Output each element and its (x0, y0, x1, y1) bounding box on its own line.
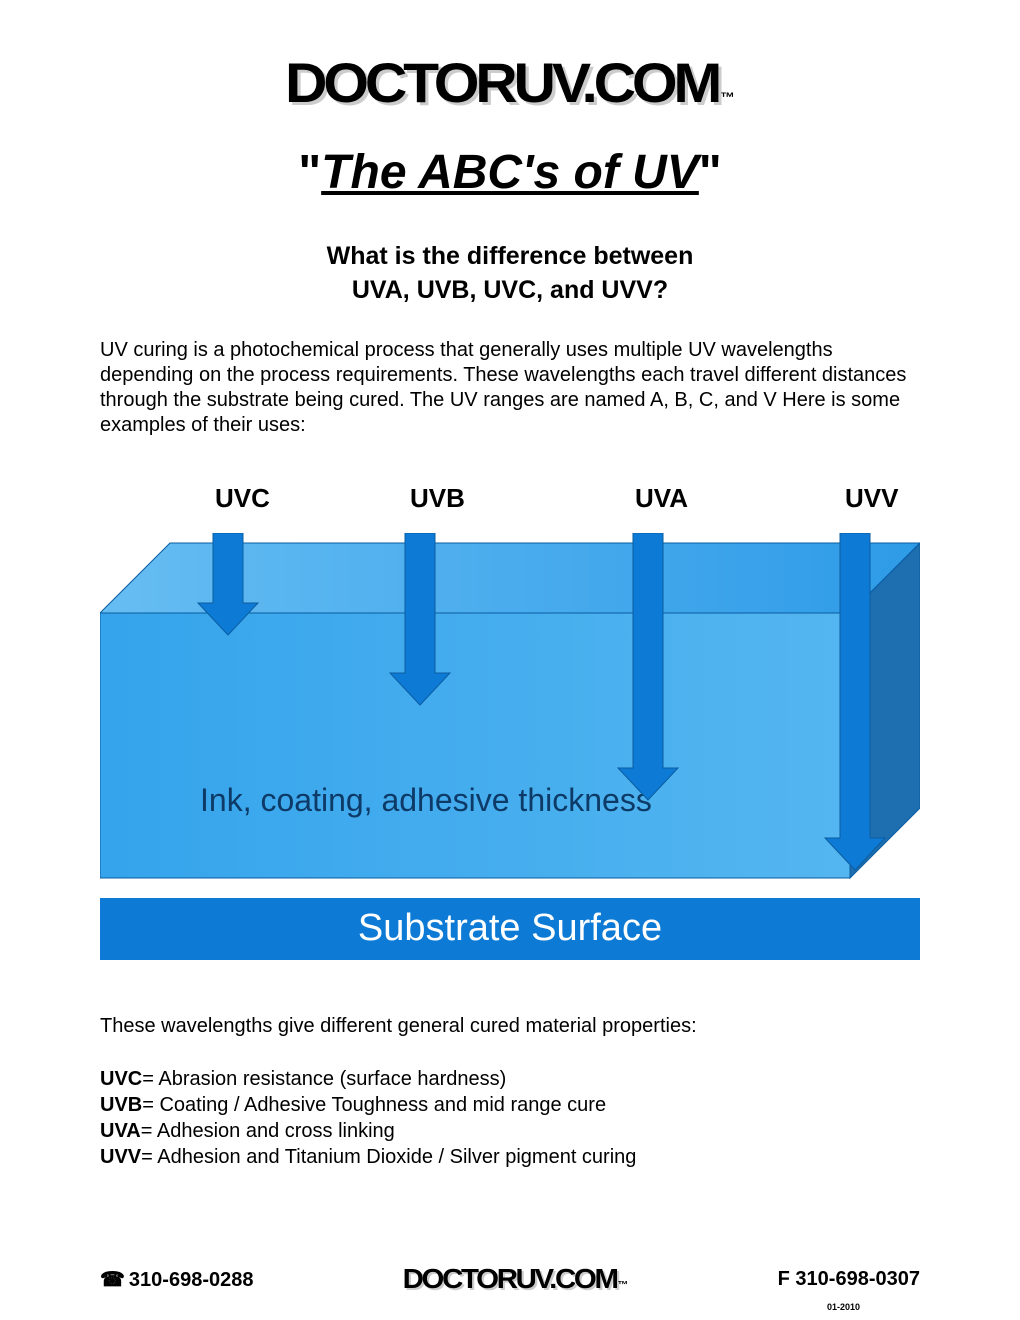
intro-paragraph: UV curing is a photochemical process tha… (100, 338, 920, 438)
prop-uva: UVA= Adhesion and cross linking (100, 1118, 920, 1144)
uv-label-uvb: UVB (410, 483, 465, 514)
page-footer: ☎310-698-0288 DOCTORUV.COM™ F 310-698-03… (100, 1263, 920, 1295)
prop-uvc: UVC= Abrasion resistance (surface hardne… (100, 1066, 920, 1092)
substrate-3d-box: Ink, coating, adhesive thickness (100, 533, 920, 888)
uv-label-uva: UVA (635, 483, 688, 514)
subtitle-line2: UVA, UVB, UVC, and UVV? (352, 276, 668, 304)
title-open-quote: " (298, 146, 321, 199)
brand-logo: DOCTORUV.COM™ (80, 50, 941, 115)
box-caption-svgtext: Ink, coating, adhesive thickness (200, 782, 652, 818)
page-title: "The ABC's of UV" (100, 145, 920, 200)
subtitle-line1: What is the difference between (327, 242, 694, 270)
brand-name: DOCTORUV.COM (285, 51, 718, 114)
footer-phone-number: 310-698-0288 (129, 1269, 254, 1291)
uv-label-uvc: UVC (215, 483, 270, 514)
footer-brand-logo: DOCTORUV.COM™ (403, 1263, 629, 1295)
substrate-surface-text: Substrate Surface (358, 907, 662, 950)
phone-icon: ☎ (100, 1269, 125, 1291)
footer-date-code: 01-2010 (827, 1302, 860, 1312)
title-text: The ABC's of UV (321, 146, 699, 199)
trademark-symbol: ™ (720, 89, 735, 105)
title-close-quote: " (699, 146, 722, 199)
footer-phone: ☎310-698-0288 (100, 1267, 253, 1292)
substrate-surface-bar: Substrate Surface (100, 898, 920, 960)
subtitle: What is the difference between UVA, UVB,… (100, 240, 920, 308)
prop-uvv: UVV= Adhesion and Titanium Dioxide / Sil… (100, 1144, 920, 1170)
uv-penetration-diagram: UVC UVB UVA UVV Ink, coatin (100, 483, 920, 960)
uv-labels-row: UVC UVB UVA UVV (100, 483, 920, 515)
properties-intro: These wavelengths give different general… (100, 1015, 920, 1038)
uv-label-uvv: UVV (845, 483, 898, 514)
footer-fax: F 310-698-0307 (778, 1268, 920, 1291)
prop-uvb: UVB= Coating / Adhesive Toughness and mi… (100, 1092, 920, 1118)
properties-list: UVC= Abrasion resistance (surface hardne… (100, 1066, 920, 1170)
box-svg: Ink, coating, adhesive thickness (100, 533, 920, 883)
